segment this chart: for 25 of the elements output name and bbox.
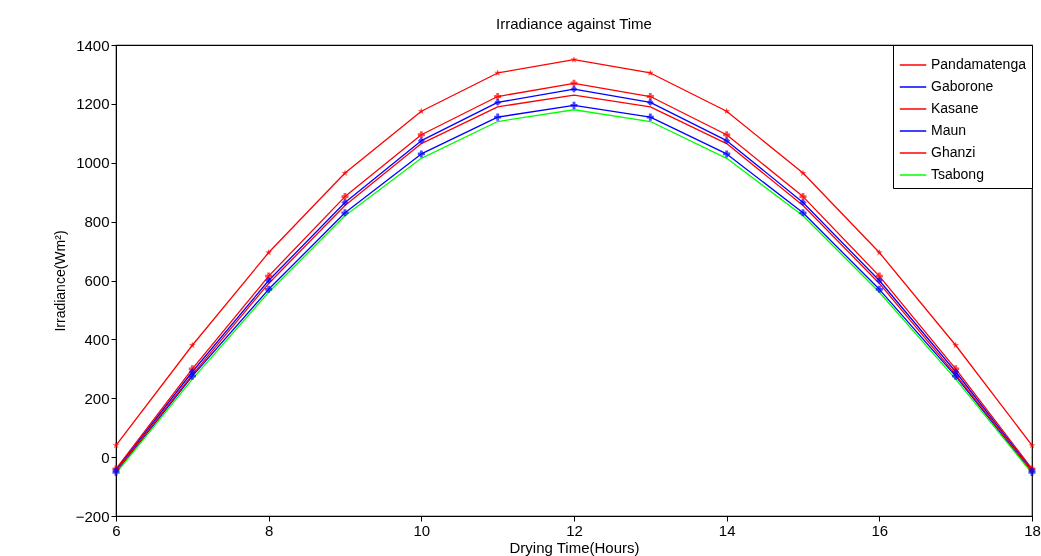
legend-label: Kasane [931,100,979,116]
x-tick-label: 14 [718,521,736,539]
y-tick-label: 1400 [76,36,110,54]
y-tick-label: 400 [84,330,110,348]
chart-title: Irradiance against Time [496,15,652,32]
legend-label: Tsabong [931,166,984,182]
legend-label: Gaborone [931,78,994,94]
legend-label: Ghanzi [931,144,976,160]
y-tick-label: 800 [84,213,110,231]
legend-label: Maun [931,122,967,138]
x-tick-label: 8 [264,521,274,539]
y-tick-label: 200 [84,389,110,407]
legend-label: Pandamatenga [931,56,1027,72]
x-tick-label: 16 [871,521,889,539]
x-tick-label: 6 [112,521,121,539]
y-tick-label: 600 [84,272,110,289]
y-tick-label: −200 [75,507,110,525]
y-tick-label: 1000 [76,154,110,172]
x-tick-label: 10 [413,521,431,539]
y-tick-label: 0 [101,448,110,466]
y-axis-title: Irradiance(Wm²) [51,230,68,332]
y-tick-label: 1200 [76,95,110,113]
x-axis-title: Drying Time(Hours) [509,538,640,556]
x-tick-label: 18 [1024,521,1041,539]
x-tick-label: 12 [566,521,583,539]
